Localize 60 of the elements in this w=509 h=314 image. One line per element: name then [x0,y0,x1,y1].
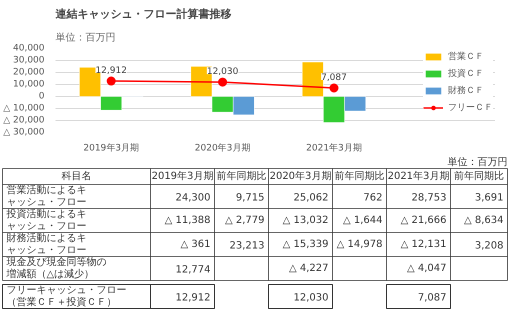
text: 前年同期比 [454,170,504,182]
text: 投資活動によるキャッシュ・フロー [6,208,86,232]
legend-label: 投資ＣＦ [448,68,484,80]
text: フリーキャッシュ・フロー（営業ＣＦ＋投資ＣＦ） [6,284,126,308]
text: 28,753 [412,192,447,204]
text: △ 2,779 [225,215,265,226]
text: 3,691 [474,192,504,204]
text: △ 14,978 [336,239,382,250]
text: 9,715 [236,192,265,204]
y-tick-label: △ 20,000 [3,116,45,126]
text: 科目名 [62,170,92,182]
chart-title: 連結キャッシュ・フロー計算書推移 [54,8,232,20]
text: 12,774 [176,264,211,276]
text: 前年同期比 [216,170,266,182]
data-label: 7,087 [321,72,347,83]
point [329,84,338,92]
text: 25,062 [294,192,329,204]
x-tick-label: 2019年3月期 [83,142,140,154]
y-tick-label: 30,000 [13,56,45,66]
data-label: 12,912 [95,66,127,76]
legend-label: 財務ＣＦ [448,84,484,97]
point [106,76,116,86]
text: 7,087 [418,292,447,304]
text: 現金及び現金同等物の増減額（△は減少） [6,256,106,280]
text: △ 13,032 [282,215,328,226]
text: 前年同期比 [334,170,384,182]
text: 12,030 [294,292,329,304]
text: 762 [363,192,383,204]
y-tick-label: △ 30,000 [3,128,45,138]
y-tick-label: △ 10,000 [3,104,45,114]
x-tick-label: 2020年3月期 [194,142,250,154]
text: 財務活動によるキャッシュ・フロー [6,232,86,256]
y-tick-label: 40,000 [13,44,45,54]
legend-label: 営業ＣＦ [448,50,484,63]
text: △ 4,047 [407,263,447,274]
y-tick-label: 0 [38,92,45,102]
text: △ 8,634 [464,215,504,226]
x-tick-label: 2021年3月期 [306,142,362,154]
text: △ 4,227 [289,263,329,274]
point [218,78,228,87]
data-label: 12,030 [206,67,239,78]
text: 3,208 [474,240,504,252]
text: 2020年3月期 [270,170,332,182]
text: △ 1,644 [343,215,383,226]
text: 単位：百万円 [448,156,508,168]
text: △ 15,339 [282,239,328,250]
text: 2019年3月期 [152,170,214,182]
text: 24,300 [176,192,211,204]
chart-subtitle: 単位：百万円 [56,32,116,44]
text: 2021年3月期 [388,170,450,182]
text: △ 11,388 [164,215,210,226]
legend-label: フリーＣＦ [448,102,493,114]
text: 12,912 [176,292,211,304]
text: △ 361 [180,239,211,250]
y-tick-label: 10,000 [13,80,45,90]
y-tick-label: 20,000 [13,68,45,78]
text: 23,213 [230,240,265,252]
text: 営業活動によるキャッシュ・フロー [6,184,86,208]
text: △ 21,666 [400,215,446,226]
text: △ 12,131 [400,239,446,250]
